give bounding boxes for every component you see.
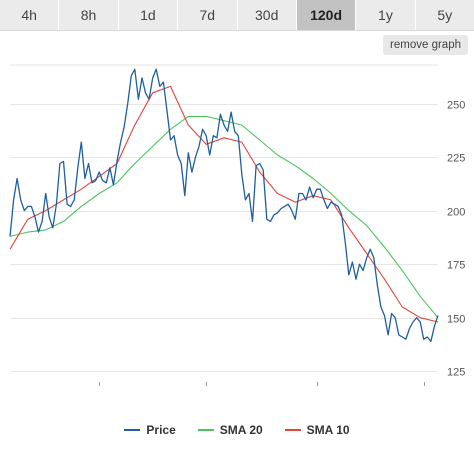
y-tick-label: 250	[447, 100, 465, 112]
legend-swatch	[284, 429, 301, 431]
tab-120d[interactable]: 120d	[296, 0, 357, 30]
tab-4h[interactable]: 4h	[0, 0, 60, 30]
chart-series	[9, 68, 439, 342]
legend-item-price[interactable]: Price	[124, 423, 176, 437]
tab-5y[interactable]: 5y	[437, 7, 453, 23]
x-tick-label: Nov '25	[299, 389, 336, 390]
y-tick-label: 225	[447, 153, 465, 165]
series-line-sma-20	[9, 115, 439, 319]
legend-label: Price	[146, 423, 176, 437]
tab-1y[interactable]: 1y	[356, 0, 416, 30]
legend-item-sma-20[interactable]: SMA 20	[197, 423, 263, 437]
price-chart: 125 150 175 200 225 250 Sep '25 Oct '25 Nov '25 D…	[9, 64, 465, 391]
y-tick-label: 125	[447, 367, 465, 379]
x-tick-label: Sep '25	[81, 389, 118, 390]
tab-1d[interactable]: 1d	[119, 0, 179, 30]
legend-item-sma-10[interactable]: SMA 10	[284, 423, 350, 437]
chart-grid	[10, 64, 438, 372]
legend-swatch	[124, 429, 141, 431]
series-line-price	[9, 68, 439, 342]
remove-graph-button[interactable]: remove graph	[383, 35, 468, 55]
tab-7d[interactable]: 7d	[178, 0, 238, 30]
chart-legend: Price SMA 20 SMA 10	[0, 419, 474, 441]
series-line-sma-10	[9, 85, 439, 323]
legend-swatch	[197, 429, 214, 431]
y-tick-label: 200	[447, 207, 465, 219]
tab-30d[interactable]: 30d	[238, 0, 297, 30]
legend-label: SMA 20	[219, 423, 263, 437]
x-tick-label: Dec '25	[406, 389, 443, 390]
chart-ticks: 125 150 175 200 225 250 Sep '25 Oct '25 Nov '25 D…	[81, 100, 465, 391]
x-tick-label: Oct '25	[189, 389, 224, 390]
y-tick-label: 175	[447, 260, 465, 272]
y-tick-label: 150	[447, 314, 465, 326]
legend-label: SMA 10	[306, 423, 350, 437]
timeframe-tabs: 4h 8h 1d 7d 30d 120d 1y 5y	[0, 0, 474, 31]
tab-8h[interactable]: 8h	[59, 0, 119, 30]
